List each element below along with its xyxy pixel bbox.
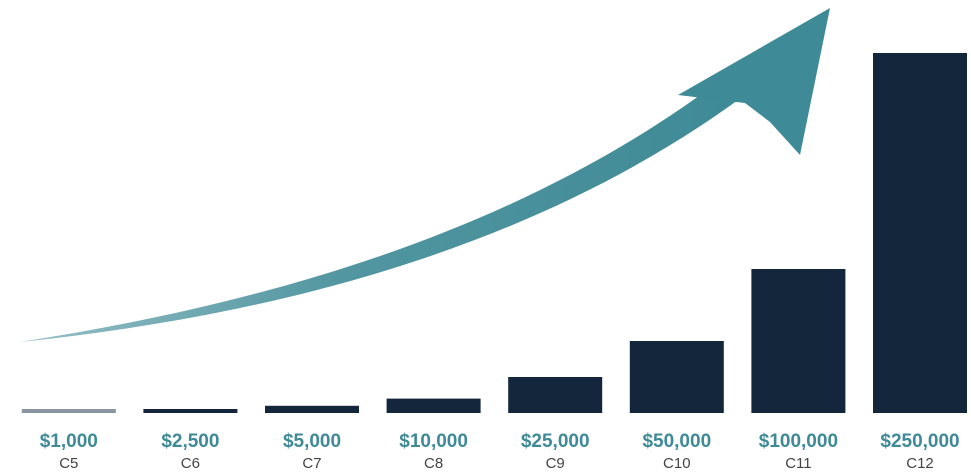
- value-label: $100,000: [759, 431, 838, 452]
- category-label: C10: [663, 455, 691, 472]
- bar-c7: [265, 405, 359, 413]
- bar-c10: [629, 341, 724, 413]
- bar-c8: [386, 398, 481, 413]
- bars: [21, 53, 967, 413]
- bar-c5: [21, 409, 116, 413]
- value-label: $2,500: [161, 431, 219, 452]
- category-label: C5: [59, 455, 78, 472]
- category-label: C11: [785, 455, 811, 472]
- growth-arrow: [20, 8, 830, 342]
- value-label: $50,000: [642, 431, 711, 452]
- labels: $1,000 C5 $2,500 C6 $5,000 C7 $10,000 C8 $25,000…: [40, 431, 960, 472]
- value-label: $1,000: [40, 431, 98, 452]
- growth-arrow-body: [20, 82, 738, 342]
- category-label: C12: [906, 455, 934, 472]
- category-label: C8: [424, 455, 443, 472]
- value-label: $10,000: [399, 431, 468, 452]
- bar-c9: [508, 377, 603, 413]
- value-label: $5,000: [283, 431, 341, 452]
- category-label: C7: [302, 455, 321, 472]
- bar-c12: [873, 53, 967, 413]
- bar-c11: [751, 269, 846, 413]
- value-label: $250,000: [880, 431, 959, 452]
- category-label: C9: [546, 455, 565, 472]
- value-label: $25,000: [521, 431, 590, 452]
- category-label: C6: [181, 455, 200, 472]
- growth-arrow-head: [678, 8, 830, 155]
- bar-c6: [143, 409, 238, 413]
